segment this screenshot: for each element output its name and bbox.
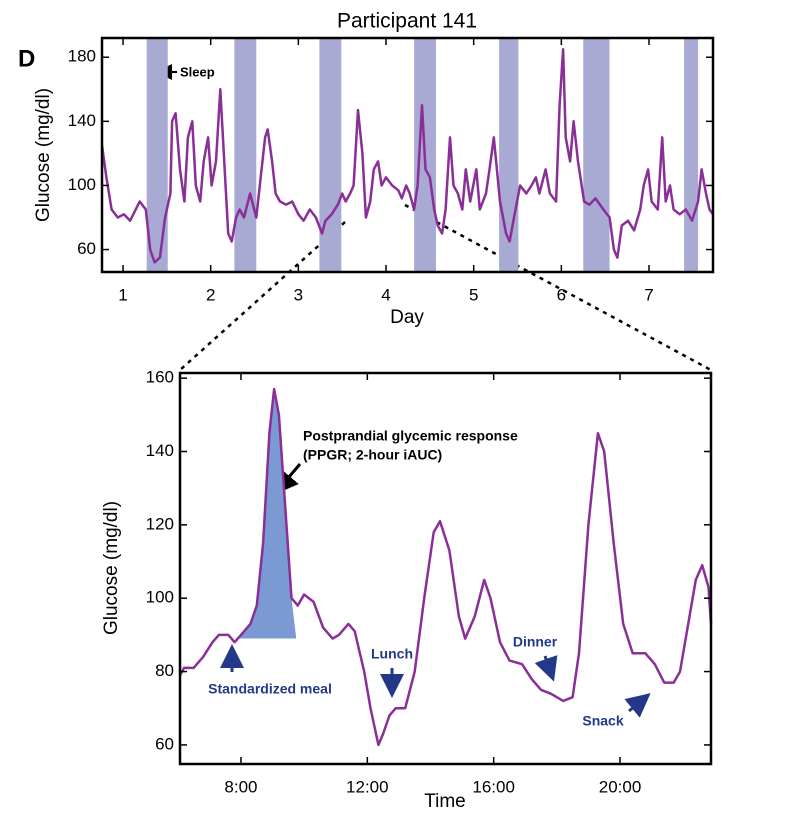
y-tick-label: 100 <box>68 175 96 194</box>
plot-area <box>178 387 713 747</box>
y-tick-label: 80 <box>155 661 174 680</box>
y-tick-label: 60 <box>155 734 174 753</box>
plot-area <box>100 38 715 272</box>
y-tick-label: 140 <box>146 441 174 460</box>
chart-title: Participant 141 <box>337 10 477 33</box>
annotation: Lunch <box>371 646 413 662</box>
glucose-line <box>178 387 713 747</box>
annotation: (PPGR; 2-hour iAUC) <box>303 447 442 463</box>
annotation: Dinner <box>513 634 558 650</box>
annotation: Standardized meal <box>208 681 332 697</box>
x-tick-label: 20:00 <box>599 777 642 796</box>
x-tick-label: 6 <box>557 285 566 304</box>
sleep-band <box>583 38 610 272</box>
x-tick-label: 2 <box>206 285 215 304</box>
glucose-line <box>100 47 715 264</box>
y-axis-label: Glucose (mg/dl) <box>101 501 122 635</box>
y-tick-label: 100 <box>146 588 174 607</box>
sleep-band <box>234 38 257 272</box>
annotation-arrow <box>534 655 558 682</box>
sleep-band <box>146 38 168 272</box>
x-tick-label: 4 <box>381 285 390 304</box>
x-tick-label: 8:00 <box>224 777 257 796</box>
y-tick-label: 160 <box>146 368 174 387</box>
x-axis-label: Day <box>390 307 424 328</box>
sleep-band <box>319 38 342 272</box>
y-tick-label: 180 <box>68 47 96 66</box>
annotation: Sleep <box>180 64 215 79</box>
panel-label: D <box>18 45 35 72</box>
sleep-band <box>684 38 699 272</box>
x-tick-label: 12:00 <box>346 777 389 796</box>
annotation: Snack <box>582 713 623 729</box>
y-tick-label: 60 <box>77 239 96 258</box>
ppgr-area <box>237 389 297 639</box>
x-tick-label: 3 <box>294 285 303 304</box>
x-tick-label: 5 <box>469 285 478 304</box>
x-tick-label: 7 <box>644 285 653 304</box>
zoom-line <box>179 221 346 371</box>
y-tick-label: 140 <box>68 111 96 130</box>
y-axis-label: Glucose (mg/dl) <box>33 88 54 222</box>
x-axis-label: Time <box>424 791 466 812</box>
axes-frame <box>178 371 713 766</box>
zoom-line <box>404 203 712 372</box>
annotation-arrow <box>624 693 651 718</box>
x-tick-label: 16:00 <box>472 777 515 796</box>
y-tick-label: 120 <box>146 514 174 533</box>
axes-frame <box>100 36 715 274</box>
annotation: Postprandial glycemic response <box>303 428 518 444</box>
x-tick-label: 1 <box>118 285 127 304</box>
